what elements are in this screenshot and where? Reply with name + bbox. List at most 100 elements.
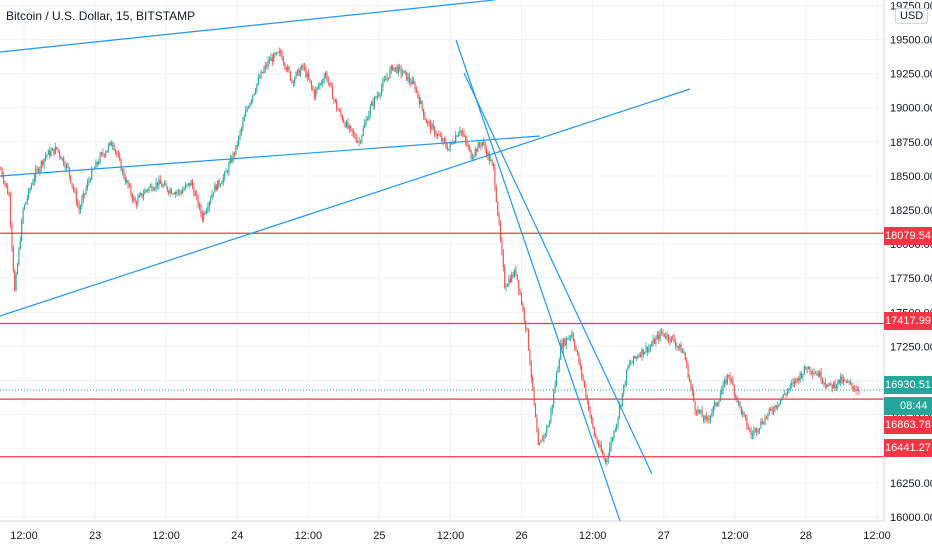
price-tick-label: 18250.00 <box>890 205 932 217</box>
candle-body <box>410 81 412 85</box>
candle-body <box>590 415 593 420</box>
candle-body <box>784 394 786 396</box>
candle-body <box>218 180 220 185</box>
candle-body <box>569 336 572 338</box>
candle-body <box>452 142 454 144</box>
candle-body <box>113 144 115 150</box>
candle-body <box>186 184 188 186</box>
candle-body <box>560 343 562 360</box>
candle-body <box>800 373 803 378</box>
candle-body <box>51 148 54 151</box>
candle-body <box>589 410 591 416</box>
trend-line[interactable] <box>0 88 691 317</box>
candle-body <box>82 193 84 200</box>
candle-body <box>719 395 721 402</box>
candle-body <box>466 140 468 146</box>
candle-body <box>217 180 219 191</box>
candle-body <box>730 379 733 381</box>
candle-body <box>238 136 240 146</box>
price-tick-label: 19000.00 <box>890 103 932 115</box>
candle-body <box>53 148 55 154</box>
trend-line[interactable] <box>455 39 621 522</box>
candle-body <box>483 141 485 144</box>
candle-body <box>128 185 131 187</box>
candle-body <box>274 53 276 55</box>
trend-line[interactable] <box>463 72 653 475</box>
candle-body <box>687 364 689 378</box>
candle-body <box>382 81 384 88</box>
candle-body <box>604 459 607 463</box>
candle-body <box>301 65 303 70</box>
currency-button[interactable]: USD <box>895 8 929 24</box>
candle-body <box>85 188 87 194</box>
candle-body <box>183 188 185 191</box>
candle-body <box>23 204 26 210</box>
candle-body <box>224 172 226 178</box>
candle-body <box>291 80 293 82</box>
candle-body <box>215 184 217 191</box>
candle-body <box>50 150 52 156</box>
candle-body <box>373 97 376 106</box>
candle-body <box>445 141 447 147</box>
candle-body <box>659 331 661 340</box>
candle-body <box>429 122 432 130</box>
trend-line[interactable] <box>0 0 495 53</box>
candle-body <box>505 286 507 288</box>
trend-line[interactable] <box>0 135 541 177</box>
candle-body <box>109 141 111 145</box>
candle-body <box>239 131 241 137</box>
candle-body <box>40 161 42 169</box>
candle-body <box>145 189 147 191</box>
candle-body <box>831 384 833 389</box>
candle-body <box>270 57 272 61</box>
candle-body <box>599 444 601 447</box>
candle-body <box>389 69 391 78</box>
candle-body <box>670 336 672 342</box>
candle-body <box>768 408 770 414</box>
candle-body <box>529 349 531 365</box>
candle-body <box>149 185 152 188</box>
candle-body <box>242 121 244 128</box>
candle-body <box>793 381 796 384</box>
candle-body <box>442 138 444 142</box>
candle-body <box>842 379 845 383</box>
candle-body <box>501 239 503 253</box>
candle-body <box>176 191 178 193</box>
candle-body <box>196 193 198 196</box>
time-axis[interactable]: 12:00 23 12:00 24 12:00 25 12:00 26 12:00 27 12:00… <box>10 530 891 542</box>
candle-body <box>562 339 565 349</box>
candle-body <box>770 408 772 410</box>
candle-body <box>833 382 835 389</box>
candle-body <box>824 382 826 386</box>
candle-body <box>142 194 145 197</box>
candle-body <box>707 418 709 420</box>
candle-body <box>473 155 475 158</box>
candle-body <box>201 213 203 220</box>
candle-body <box>403 70 405 74</box>
candle-body <box>739 401 741 407</box>
candle-body <box>371 102 373 106</box>
candle-body <box>359 141 362 143</box>
candle-body <box>243 116 245 122</box>
candle-body <box>513 269 516 277</box>
candle-body <box>119 155 121 160</box>
candle-body <box>455 135 457 143</box>
candle-body <box>127 180 129 186</box>
candle-body <box>669 339 671 342</box>
candle-body <box>341 115 343 121</box>
candle-body <box>711 412 713 416</box>
chart-grid <box>0 0 884 521</box>
candle-body <box>732 379 734 386</box>
candle-body <box>368 113 370 121</box>
candle-body <box>484 143 486 149</box>
candle-body <box>775 405 777 408</box>
candle-body <box>399 66 401 68</box>
candle-body <box>814 372 817 374</box>
candle-body <box>735 394 737 397</box>
candle-body <box>162 185 164 187</box>
candle-body <box>229 158 231 164</box>
candle-body <box>212 192 215 194</box>
candle-body <box>141 193 143 197</box>
candle-body <box>585 386 587 397</box>
